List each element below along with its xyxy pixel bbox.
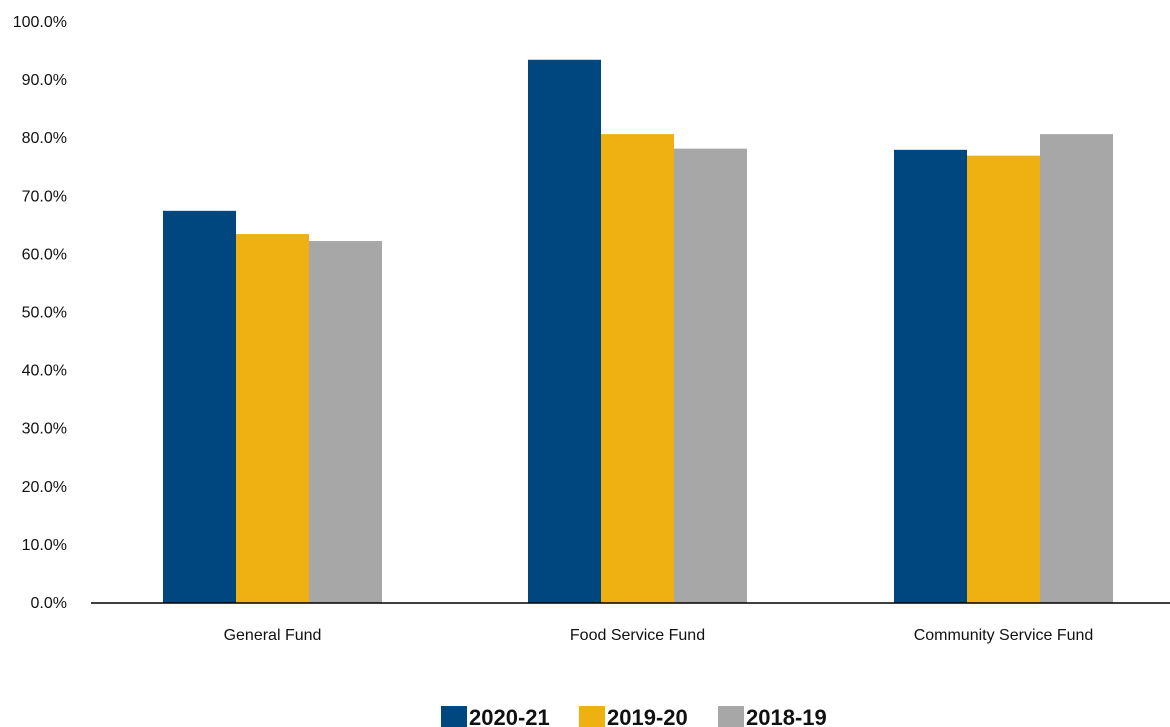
category-label: General Fund <box>224 627 322 644</box>
bar-2018-19-community-service-fund <box>1040 134 1113 603</box>
category-label: Food Service Fund <box>570 627 705 644</box>
legend-swatch <box>579 706 605 727</box>
y-tick-label: 90.0% <box>22 72 67 89</box>
y-tick-label: 40.0% <box>22 363 67 380</box>
y-tick-label: 30.0% <box>22 421 67 438</box>
legend-item: 2020-21 <box>441 705 550 727</box>
y-tick-label: 60.0% <box>22 246 67 263</box>
legend-label: 2020-21 <box>469 705 550 727</box>
y-tick-label: 10.0% <box>22 537 67 554</box>
bar-2019-20-food-service-fund <box>601 134 674 603</box>
bar-2020-21-food-service-fund <box>528 59 601 603</box>
y-tick-label: 50.0% <box>22 305 67 322</box>
y-tick-label: 100.0% <box>13 14 67 31</box>
bar-2019-20-general-fund <box>236 234 309 603</box>
bar-2018-19-food-service-fund <box>674 148 747 603</box>
y-tick-label: 20.0% <box>22 479 67 496</box>
legend-label: 2019-20 <box>607 705 688 727</box>
y-tick-label: 70.0% <box>22 188 67 205</box>
bar-2018-19-general-fund <box>309 241 382 604</box>
legend-swatch <box>441 706 467 727</box>
legend-item: 2019-20 <box>579 705 688 727</box>
y-tick-label: 0.0% <box>31 595 67 612</box>
bar-2019-20-community-service-fund <box>967 155 1040 603</box>
legend: 2020-21 2019-20 2018-19 <box>441 705 827 727</box>
bars <box>163 59 1113 604</box>
y-axis-ticks: 0.0% 10.0% 20.0% 30.0% 40.0% 50.0% 60.0% 70.0% 8… <box>13 14 67 612</box>
legend-label: 2018-19 <box>746 705 827 727</box>
bar-2020-21-general-fund <box>163 210 236 603</box>
legend-item: 2018-19 <box>718 705 827 727</box>
category-labels: General Fund Food Service Fund Community S… <box>224 627 1094 644</box>
bar-2020-21-community-service-fund <box>894 149 967 603</box>
legend-swatch <box>718 706 744 727</box>
y-tick-label: 80.0% <box>22 130 67 147</box>
category-label: Community Service Fund <box>914 627 1094 644</box>
